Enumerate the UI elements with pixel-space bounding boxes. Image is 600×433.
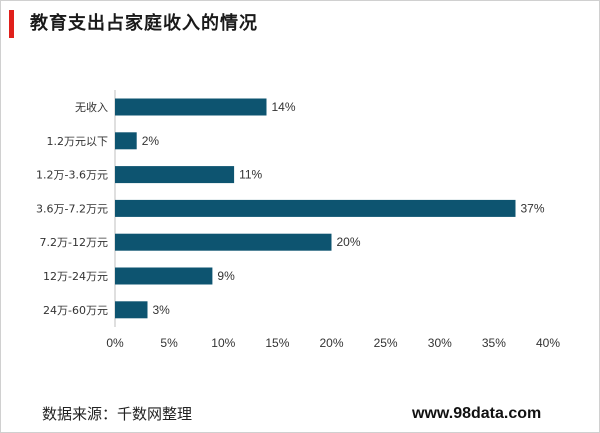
category-label: 3.6万-7.2万元 [36, 202, 108, 215]
source-note: 数据来源：千数网整理 [42, 405, 193, 423]
bar [115, 267, 213, 285]
data-label: 20% [337, 235, 361, 249]
bar [115, 132, 137, 150]
bar [115, 233, 332, 251]
chart-title: 教育支出占家庭收入的情况 [30, 13, 258, 34]
bar [115, 166, 235, 184]
category-label: 1.2万-3.6万元 [36, 169, 108, 182]
category-label: 无收入 [75, 100, 108, 114]
x-tick-label: 20% [319, 336, 343, 350]
title-accent-bar [9, 10, 14, 38]
x-tick-label: 15% [265, 336, 289, 350]
category-label: 7.2万-12万元 [40, 236, 108, 249]
x-tick-label: 35% [482, 336, 506, 350]
website-label: www.98data.com [412, 405, 542, 422]
x-tick-label: 5% [160, 336, 178, 350]
data-label: 9% [217, 269, 235, 283]
bar [115, 98, 267, 116]
x-tick-label: 25% [374, 336, 398, 350]
x-tick-label: 0% [106, 336, 124, 350]
bar [115, 301, 148, 319]
x-tick-label: 10% [211, 336, 235, 350]
bar [115, 199, 516, 217]
data-label: 14% [272, 100, 296, 114]
data-label: 11% [239, 168, 262, 182]
data-label: 3% [153, 303, 171, 317]
category-label: 1.2万元以下 [47, 135, 109, 148]
category-label: 24万-60万元 [43, 304, 108, 317]
data-label: 37% [521, 201, 545, 215]
data-label: 2% [142, 134, 160, 148]
category-label: 12万-24万元 [43, 270, 108, 283]
x-tick-label: 40% [536, 336, 560, 350]
x-tick-label: 30% [428, 336, 452, 350]
